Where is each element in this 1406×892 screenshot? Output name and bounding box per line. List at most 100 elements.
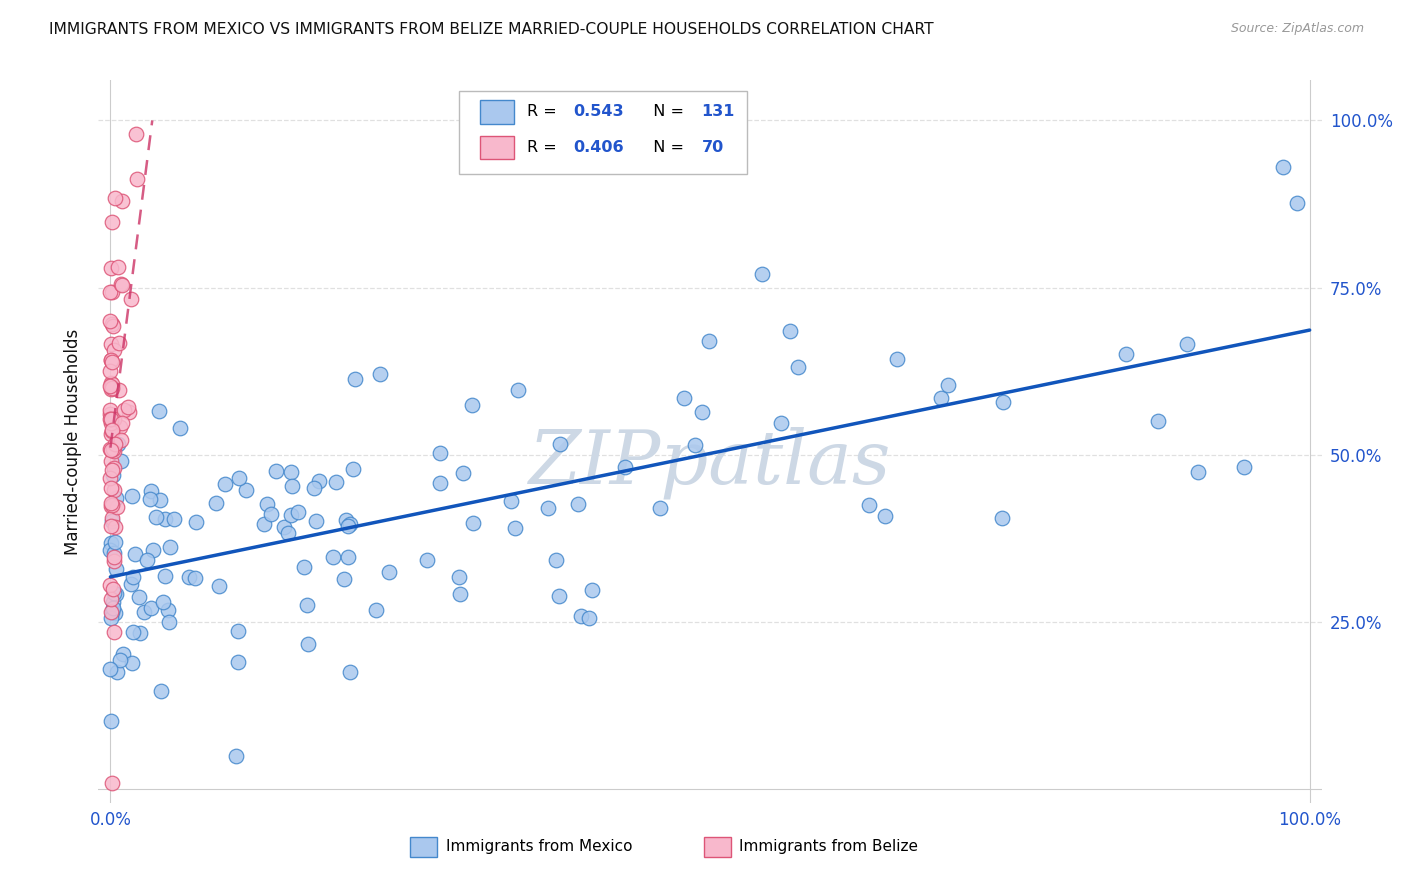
Point <box>208 579 231 593</box>
Point <box>648 500 671 515</box>
Text: IMMIGRANTS FROM MEXICO VS IMMIGRANTS FROM BELIZE MARRIED-COUPLE HOUSEHOLDS CORRE: IMMIGRANTS FROM MEXICO VS IMMIGRANTS FRO… <box>49 22 934 37</box>
Point <box>690 405 713 419</box>
Point <box>337 550 360 565</box>
Point <box>101 601 124 615</box>
Point <box>339 665 361 679</box>
Point <box>103 549 125 564</box>
Point <box>184 515 207 529</box>
Point <box>253 516 276 531</box>
Point <box>100 481 122 495</box>
Point <box>163 511 186 525</box>
Point <box>110 277 132 291</box>
Point <box>228 471 250 485</box>
Point <box>578 611 600 625</box>
Point <box>537 501 560 516</box>
Point <box>156 602 179 616</box>
Point <box>342 462 364 476</box>
Point <box>581 583 603 598</box>
Point <box>429 446 451 460</box>
Point <box>107 437 129 451</box>
Point <box>148 404 170 418</box>
Point <box>145 509 167 524</box>
Point <box>938 378 960 392</box>
Point <box>322 550 344 565</box>
Point <box>297 637 319 651</box>
Point <box>990 511 1012 525</box>
Point <box>273 519 295 533</box>
Point <box>205 496 228 510</box>
Point <box>461 516 484 530</box>
Point <box>100 536 122 550</box>
Point <box>122 570 145 584</box>
Point <box>101 214 124 228</box>
Text: 70: 70 <box>702 140 724 155</box>
Point <box>280 479 302 493</box>
Point <box>1285 196 1308 211</box>
Point <box>447 570 470 584</box>
Point <box>104 519 127 533</box>
Point <box>121 656 143 670</box>
Point <box>260 507 283 521</box>
Point <box>235 483 257 497</box>
Point <box>875 508 897 523</box>
Point <box>139 483 162 498</box>
Text: ZIPpatlas: ZIPpatlas <box>529 427 891 500</box>
Point <box>107 260 129 274</box>
Point <box>100 454 122 468</box>
Bar <box>411 837 437 857</box>
Point <box>368 367 391 381</box>
Point <box>104 436 127 450</box>
Point <box>105 562 128 576</box>
Point <box>150 684 173 698</box>
Y-axis label: Married-couple Households: Married-couple Households <box>65 328 83 555</box>
Point <box>335 513 357 527</box>
Point <box>339 517 361 532</box>
Point <box>139 491 162 506</box>
Point <box>104 607 127 621</box>
Point <box>1146 414 1168 428</box>
Point <box>128 590 150 604</box>
Point <box>295 598 318 612</box>
Point <box>280 508 302 522</box>
Point <box>673 391 696 405</box>
Point <box>103 461 125 475</box>
Point <box>110 453 132 467</box>
Point <box>142 543 165 558</box>
Point <box>100 463 122 477</box>
Point <box>111 416 134 430</box>
Point <box>179 570 201 584</box>
Point <box>110 652 132 666</box>
Point <box>103 625 125 640</box>
Point <box>100 412 122 426</box>
Point <box>100 543 122 558</box>
Point <box>169 421 191 435</box>
Point <box>101 319 124 334</box>
Point <box>124 127 146 141</box>
Point <box>110 420 132 434</box>
Point <box>305 514 328 528</box>
Point <box>546 553 568 567</box>
Point <box>100 426 122 441</box>
Point <box>333 572 356 586</box>
Point <box>159 540 181 554</box>
Point <box>155 568 177 582</box>
Text: 131: 131 <box>702 104 735 120</box>
Point <box>108 336 131 351</box>
Point <box>100 355 122 369</box>
Point <box>1115 347 1137 361</box>
Text: 0.543: 0.543 <box>574 104 624 120</box>
Point <box>100 412 122 426</box>
Point <box>104 491 127 505</box>
Text: N =: N = <box>643 104 689 120</box>
Point <box>110 433 132 447</box>
Point <box>449 586 471 600</box>
Point <box>1187 465 1209 479</box>
Point <box>184 571 207 585</box>
Point <box>264 464 287 478</box>
Point <box>548 589 571 603</box>
Point <box>416 553 439 567</box>
Point <box>501 494 523 508</box>
Point <box>103 586 125 600</box>
Point <box>343 372 366 386</box>
Point <box>277 526 299 541</box>
